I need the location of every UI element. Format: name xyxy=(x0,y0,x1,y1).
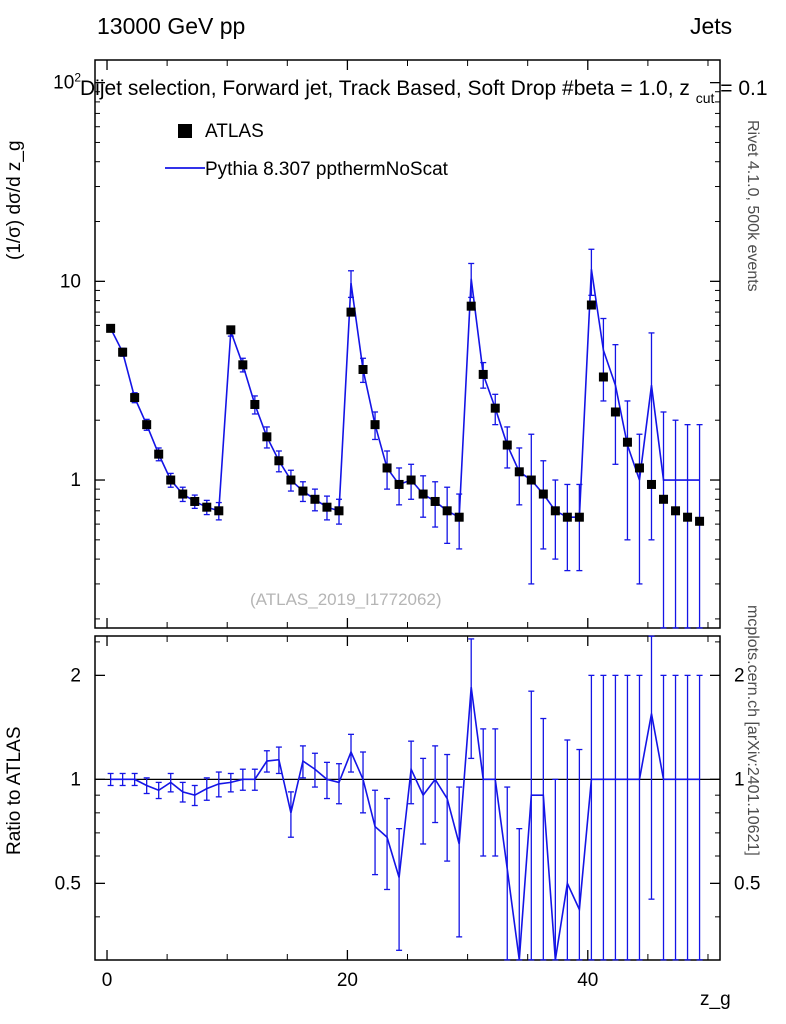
main-y-axis-title: (1/σ) dσ/d z_g xyxy=(4,140,25,260)
physics-plot-svg: 13000 GeV pp Jets Dijet selection, Forwa… xyxy=(0,0,786,1024)
atlas-data-point[interactable] xyxy=(659,495,668,504)
atlas-data-point[interactable] xyxy=(527,476,536,485)
svg-text:0.5: 0.5 xyxy=(734,873,760,894)
top-left-label: 13000 GeV pp xyxy=(97,13,245,39)
atlas-data-point[interactable] xyxy=(695,517,704,526)
atlas-data-point[interactable] xyxy=(575,513,584,522)
svg-text:40: 40 xyxy=(577,970,598,991)
rivet-version-label: Rivet 4.1.0, 500k events xyxy=(744,120,761,292)
atlas-data-point[interactable] xyxy=(467,302,476,311)
atlas-data-point[interactable] xyxy=(563,513,572,522)
svg-text:102: 102 xyxy=(53,71,81,94)
atlas-data-point[interactable] xyxy=(310,495,319,504)
plot-title: Dijet selection, Forward jet, Track Base… xyxy=(80,77,768,106)
atlas-data-point[interactable] xyxy=(202,503,211,512)
atlas-data-point[interactable] xyxy=(371,420,380,429)
atlas-data-point[interactable] xyxy=(407,476,416,485)
atlas-data-point[interactable] xyxy=(334,506,343,515)
atlas-data-point[interactable] xyxy=(142,420,151,429)
atlas-data-point[interactable] xyxy=(623,438,632,447)
atlas-data-point[interactable] xyxy=(431,497,440,506)
legend-group: ATLAS Pythia 8.307 ppthermNoScat xyxy=(165,121,449,180)
atlas-data-point[interactable] xyxy=(298,487,307,496)
ratio-x-axis-title: z_g xyxy=(700,989,731,1010)
atlas-data-point[interactable] xyxy=(599,373,608,382)
atlas-data-point[interactable] xyxy=(130,393,139,402)
atlas-data-point[interactable] xyxy=(515,467,524,476)
atlas-data-point[interactable] xyxy=(455,513,464,522)
atlas-data-point[interactable] xyxy=(671,506,680,515)
atlas-data-point[interactable] xyxy=(419,490,428,499)
atlas-data-point[interactable] xyxy=(479,370,488,379)
atlas-data-point[interactable] xyxy=(178,490,187,499)
svg-text:1: 1 xyxy=(70,470,81,491)
atlas-data-point[interactable] xyxy=(611,407,620,416)
ratio-plot-area: 0.5 0.51 12 20 20 40 xyxy=(55,636,761,991)
mcplots-url-label: mcplots.cern.ch [arXiv:2401.10621] xyxy=(744,605,761,856)
atlas-data-point[interactable] xyxy=(539,490,548,499)
atlas-data-point[interactable] xyxy=(587,301,596,310)
svg-text:2: 2 xyxy=(70,665,81,686)
atlas-data-point[interactable] xyxy=(635,463,644,472)
atlas-data-point[interactable] xyxy=(118,348,127,357)
atlas-data-point[interactable] xyxy=(262,432,271,441)
atlas-data-point[interactable] xyxy=(503,441,512,450)
legend-label-atlas: ATLAS xyxy=(205,121,264,142)
svg-text:1: 1 xyxy=(734,769,745,790)
atlas-data-point[interactable] xyxy=(250,400,259,409)
atlas-data-point[interactable] xyxy=(491,404,500,413)
ratio-y-axis-title: Ratio to ATLAS xyxy=(4,727,25,856)
chart-root: 13000 GeV pp Jets Dijet selection, Forwa… xyxy=(0,0,786,1024)
svg-text:2: 2 xyxy=(734,665,745,686)
legend-label-pythia: Pythia 8.307 ppthermNoScat xyxy=(205,159,449,180)
atlas-data-point[interactable] xyxy=(443,506,452,515)
svg-text:1: 1 xyxy=(70,769,81,790)
atlas-data-point[interactable] xyxy=(214,506,223,515)
watermark-label: (ATLAS_2019_I1772062) xyxy=(250,590,442,609)
atlas-data-point[interactable] xyxy=(683,513,692,522)
svg-text:20: 20 xyxy=(337,970,358,991)
atlas-data-point[interactable] xyxy=(286,476,295,485)
atlas-data-point[interactable] xyxy=(551,506,560,515)
atlas-data-point[interactable] xyxy=(322,503,331,512)
atlas-data-point[interactable] xyxy=(647,480,656,489)
legend-marker-atlas xyxy=(178,124,192,138)
atlas-data-point[interactable] xyxy=(395,480,404,489)
svg-text:10: 10 xyxy=(60,271,81,292)
atlas-data-point[interactable] xyxy=(359,365,368,374)
atlas-data-point[interactable] xyxy=(383,463,392,472)
atlas-data-point[interactable] xyxy=(154,450,163,459)
main-plot-area: 1 10 102 xyxy=(53,60,720,628)
atlas-data-point[interactable] xyxy=(347,308,356,317)
svg-text:0: 0 xyxy=(102,970,113,991)
atlas-data-point[interactable] xyxy=(226,325,235,334)
atlas-data-point[interactable] xyxy=(190,497,199,506)
atlas-data-point[interactable] xyxy=(238,360,247,369)
atlas-data-point[interactable] xyxy=(106,324,115,333)
top-right-label: Jets xyxy=(690,13,732,39)
atlas-data-point[interactable] xyxy=(166,476,175,485)
svg-text:0.5: 0.5 xyxy=(55,873,81,894)
atlas-data-point[interactable] xyxy=(274,456,283,465)
